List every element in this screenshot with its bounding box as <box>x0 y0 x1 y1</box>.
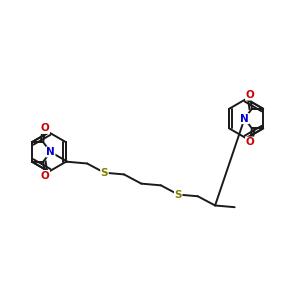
Text: O: O <box>246 90 254 100</box>
Text: O: O <box>41 170 50 181</box>
Text: O: O <box>41 123 50 134</box>
Text: N: N <box>46 147 55 157</box>
Text: S: S <box>175 190 182 200</box>
Text: N: N <box>240 114 249 124</box>
Text: S: S <box>101 168 108 178</box>
Text: O: O <box>246 137 254 147</box>
